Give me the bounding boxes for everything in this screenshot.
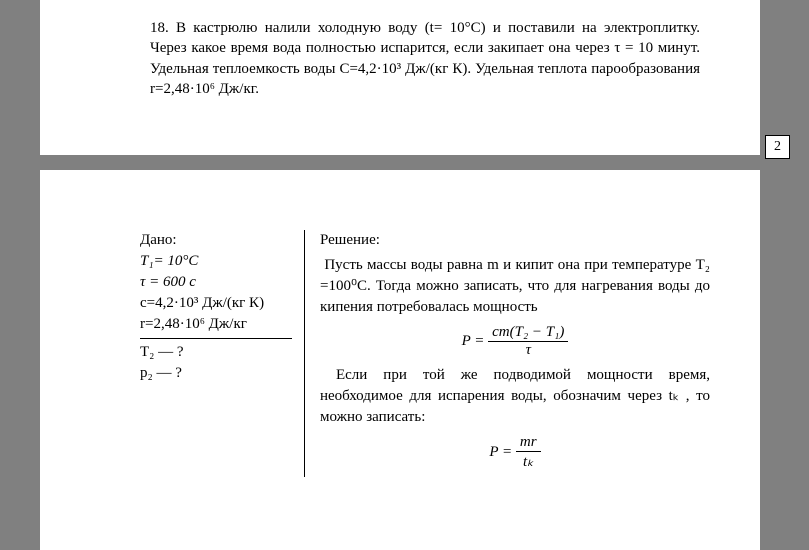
solution-column: Решение: Пусть массы воды равна m и кипи… — [305, 230, 710, 477]
solution-title: Решение: — [320, 230, 710, 251]
given-line-2: τ = 600 с — [140, 272, 292, 293]
formula-2-frac: mr tₖ — [516, 434, 541, 471]
solution-para-2: Если при той же подводимой мощности врем… — [320, 365, 710, 428]
problem-number: 18. — [150, 20, 169, 36]
formula-2-left: P = — [489, 444, 512, 460]
given-line-3: с=4,2·10³ Дж/(кг К) — [140, 293, 292, 314]
given-column: Дано: T₁= 10°С τ = 600 с с=4,2·10³ Дж/(к… — [140, 230, 305, 477]
formula-1-frac: cm(T₂ − T₁) τ — [488, 324, 568, 359]
formula-1-num: cm(T₂ − T₁) — [488, 324, 568, 342]
problem-body: В кастрюлю налили холодную воду (t= 10°С… — [150, 20, 700, 97]
solution-grid: Дано: T₁= 10°С τ = 600 с с=4,2·10³ Дж/(к… — [140, 230, 710, 477]
formula-1: P = cm(T₂ − T₁) τ — [320, 324, 710, 359]
given-divider — [140, 338, 292, 339]
formula-2: P = mr tₖ — [320, 434, 710, 471]
given-title: Дано: — [140, 230, 292, 251]
solution-para-2-text: Если при той же подводимой мощности врем… — [320, 367, 710, 425]
given-line-1: T₁= 10°С — [140, 251, 292, 272]
find-line-2: р₂ — ? — [140, 363, 292, 384]
formula-1-den: τ — [488, 342, 568, 359]
given-line-4: r=2,48·10⁶ Дж/кг — [140, 314, 292, 335]
formula-2-num: mr — [516, 434, 541, 452]
formula-2-den: tₖ — [516, 452, 541, 471]
page-bottom: Дано: T₁= 10°С τ = 600 с с=4,2·10³ Дж/(к… — [40, 170, 760, 550]
page-number-box: 2 — [765, 135, 790, 159]
formula-1-left: P = — [462, 333, 485, 349]
solution-para-1-text: Пусть массы воды равна m и кипит она при… — [320, 257, 710, 315]
page-number-value: 2 — [774, 139, 781, 154]
page-top: 18. В кастрюлю налили холодную воду (t= … — [40, 0, 760, 155]
find-line-1: T₂ — ? — [140, 342, 292, 363]
problem-text: 18. В кастрюлю налили холодную воду (t= … — [150, 18, 700, 99]
solution-para-1: Пусть массы воды равна m и кипит она при… — [320, 255, 710, 318]
